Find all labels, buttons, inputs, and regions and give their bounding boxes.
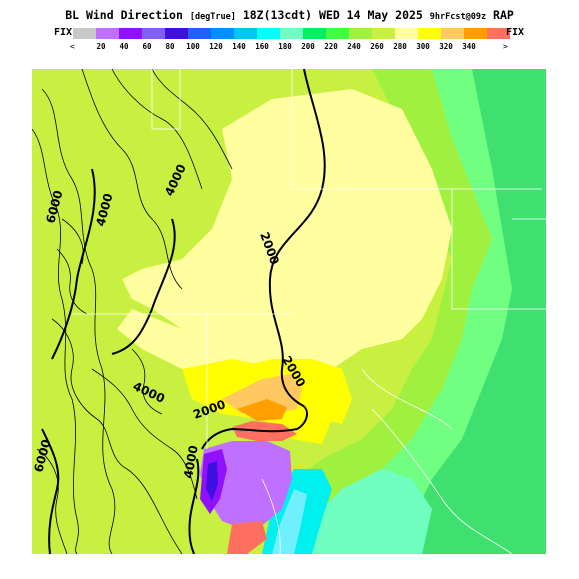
legend-fix-right: FIX [506, 27, 525, 38]
state-borders [72, 69, 546, 554]
legend-tick: 200 [301, 42, 315, 51]
field-orange [237, 399, 287, 421]
legend-swatch [349, 28, 372, 39]
field-orange-light [222, 374, 302, 414]
field-light-cyan [272, 489, 307, 554]
legend-tick: 260 [370, 42, 384, 51]
legend-swatch [418, 28, 441, 39]
legend-swatch [96, 28, 119, 39]
field-mid-green [412, 69, 546, 554]
legend-swatch [165, 28, 188, 39]
legend-swatch [487, 28, 510, 39]
color-legend: FIX FIX < > 20 40 60 80 100 120 140 160 180 200 22… [0, 27, 579, 55]
field-aqua-green [292, 469, 432, 554]
field-red-south [227, 521, 267, 554]
field-deep-blue [206, 461, 218, 501]
legend-swatch [142, 28, 165, 39]
legend-swatch [326, 28, 349, 39]
legend-swatch [119, 28, 142, 39]
field-pale-yellow [122, 89, 452, 419]
legend-tick-labels: 20 40 60 80 100 120 140 160 180 200 220 240 260 280 30… [0, 42, 579, 54]
contour-label: 4000 [181, 444, 201, 479]
legend-tick: 120 [209, 42, 223, 51]
legend-swatches [73, 28, 510, 39]
legend-tick: 240 [347, 42, 361, 51]
legend-swatch [257, 28, 280, 39]
title-time: 18Z(13cdt) WED 14 May 2025 [242, 8, 423, 22]
terrain-contours [32, 69, 233, 554]
title-model: RAP [493, 8, 514, 22]
legend-fix-left: FIX [54, 27, 73, 38]
title-forecast: 9hrFcst@09z [429, 12, 487, 22]
legend-swatch [395, 28, 418, 39]
legend-swatch [211, 28, 234, 39]
title-units: [degTrue] [189, 12, 236, 22]
legend-swatch [303, 28, 326, 39]
legend-tick: 60 [142, 42, 152, 51]
chart-title: BL Wind Direction [degTrue] 18Z(13cdt) W… [0, 8, 579, 22]
legend-tick: 180 [278, 42, 292, 51]
legend-tick: 220 [324, 42, 338, 51]
legend-tick: 20 [96, 42, 106, 51]
legend-tick: 320 [439, 42, 453, 51]
legend-tick: 300 [416, 42, 430, 51]
legend-tick: 80 [165, 42, 175, 51]
legend-arrow-left: < [70, 42, 75, 51]
legend-tick: 340 [462, 42, 476, 51]
legend-swatch [188, 28, 211, 39]
wind-direction-map: 6000 4000 4000 2000 2000 4000 2000 6000 … [32, 69, 546, 554]
legend-swatch [464, 28, 487, 39]
title-main: BL Wind Direction [65, 8, 183, 22]
legend-tick: 140 [232, 42, 246, 51]
legend-tick: 40 [119, 42, 129, 51]
legend-tick: 100 [186, 42, 200, 51]
legend-arrow-right: > [503, 42, 508, 51]
legend-swatch [73, 28, 96, 39]
legend-swatch [372, 28, 395, 39]
legend-swatch [234, 28, 257, 39]
legend-swatch [280, 28, 303, 39]
legend-tick: 280 [393, 42, 407, 51]
legend-swatch [441, 28, 464, 39]
legend-tick: 160 [255, 42, 269, 51]
